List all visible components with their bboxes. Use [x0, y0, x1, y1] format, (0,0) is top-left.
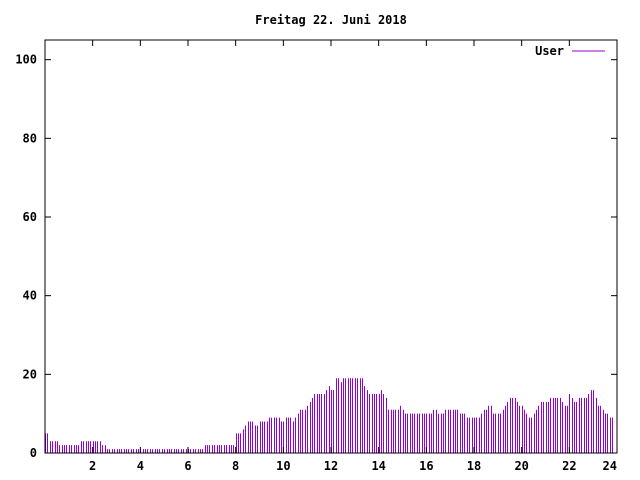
x-tick-label: 22: [562, 459, 576, 473]
x-tick-label: 12: [324, 459, 338, 473]
y-tick-label: 20: [23, 367, 37, 381]
chart-title: Freitag 22. Juni 2018: [255, 13, 407, 27]
x-tick-label: 20: [514, 459, 528, 473]
legend: User: [535, 44, 605, 58]
x-tick-label: 8: [232, 459, 239, 473]
bars-group: [45, 378, 613, 453]
x-tick-label: 6: [184, 459, 191, 473]
y-axis: 0 20 40 60 80 100: [15, 53, 617, 460]
x-tick-label: 10: [276, 459, 290, 473]
x-tick-label: 14: [371, 459, 385, 473]
x-axis: 2 4 6 8 10 12 14 16 18 20 22 24: [89, 40, 618, 473]
y-tick-label: 0: [30, 446, 37, 460]
y-tick-label: 40: [23, 289, 37, 303]
x-tick-label: 24: [603, 459, 617, 473]
x-tick-label: 4: [137, 459, 144, 473]
x-tick-label: 16: [419, 459, 433, 473]
x-tick-label: 2: [89, 459, 96, 473]
y-tick-label: 80: [23, 131, 37, 145]
y-tick-label: 100: [15, 53, 37, 67]
x-tick-label: 18: [467, 459, 481, 473]
legend-label-user: User: [535, 44, 564, 58]
y-tick-label: 60: [23, 210, 37, 224]
